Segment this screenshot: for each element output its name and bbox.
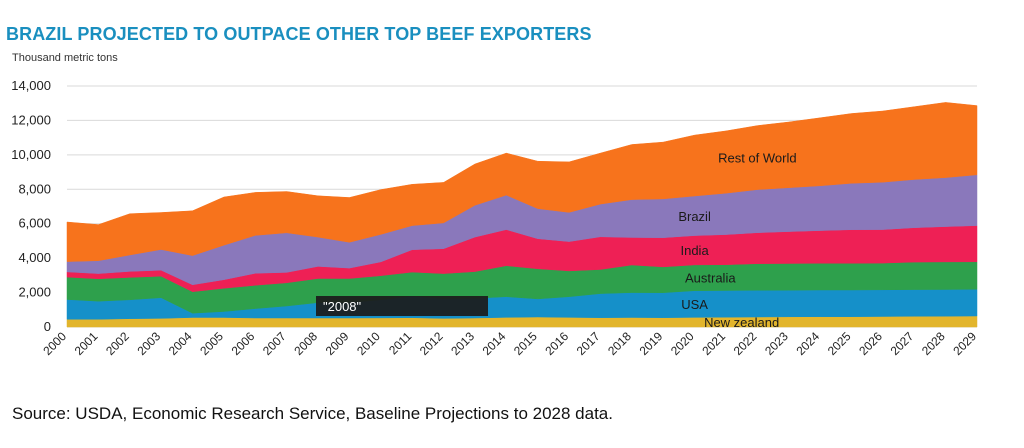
tooltip-box bbox=[316, 296, 488, 316]
area-rest-of-world bbox=[66, 102, 978, 262]
y-tick-label: 0 bbox=[44, 319, 51, 334]
x-tick-label: 2028 bbox=[919, 329, 948, 358]
tooltip-text: "2008" bbox=[323, 299, 362, 314]
series-label-india: India bbox=[680, 243, 709, 258]
x-tick-label: 2023 bbox=[762, 329, 791, 358]
x-tick-label: 2007 bbox=[260, 329, 289, 358]
x-tick-label: 2003 bbox=[134, 329, 163, 358]
y-axis-unit-label: Thousand metric tons bbox=[12, 52, 118, 64]
x-tick-label: 2005 bbox=[197, 329, 226, 358]
x-tick-label: 2014 bbox=[480, 329, 509, 358]
series-label-usa: USA bbox=[681, 297, 708, 312]
x-tick-label: 2010 bbox=[354, 329, 383, 358]
x-tick-label: 2013 bbox=[448, 329, 477, 358]
y-tick-label: 8,000 bbox=[18, 181, 51, 196]
x-tick-label: 2018 bbox=[605, 329, 634, 358]
chart-title: BRAZIL PROJECTED TO OUTPACE OTHER TOP BE… bbox=[6, 24, 592, 44]
x-tick-label: 2016 bbox=[542, 329, 571, 358]
series-label-australia: Australia bbox=[685, 271, 736, 286]
series-labels: New zealand USA Australia India Brazil Rest o… bbox=[678, 151, 796, 330]
y-axis-ticks: 0 2,000 4,000 6,000 8,000 10,000 12,000 14,000 bbox=[11, 78, 51, 334]
x-tick-label: 2027 bbox=[888, 329, 917, 358]
series-label-rest-of-world: Rest of World bbox=[718, 151, 797, 166]
stacked-area-chart: 02,0004,0006,0008,00010,00012,00014,000 … bbox=[11, 78, 979, 358]
x-tick-label: 2001 bbox=[72, 329, 101, 358]
x-tick-label: 2011 bbox=[386, 329, 414, 357]
x-tick-label: 2026 bbox=[856, 329, 885, 358]
x-tick-label: 2020 bbox=[668, 329, 697, 358]
x-tick-label: 2029 bbox=[950, 329, 979, 358]
y-tick-label: 4,000 bbox=[18, 250, 51, 265]
hover-tooltip: "2008" bbox=[316, 296, 488, 316]
x-axis-ticks: 2000 2001 2002 2003 2004 2005 2006 2007 2008 2009… bbox=[40, 329, 979, 358]
y-tick-label: 14,000 bbox=[11, 78, 51, 93]
x-tick-label: 2017 bbox=[574, 329, 603, 358]
x-tick-label: 2012 bbox=[417, 329, 446, 358]
series-label-new-zealand: New zealand bbox=[704, 315, 779, 330]
series-label-brazil: Brazil bbox=[678, 209, 711, 224]
y-tick-label: 12,000 bbox=[11, 112, 51, 127]
x-tick-label: 2021 bbox=[699, 329, 728, 358]
x-tick-label: 2002 bbox=[103, 329, 132, 358]
x-tick-label: 2009 bbox=[323, 329, 352, 358]
y-tick-label: 10,000 bbox=[11, 147, 51, 162]
source-note: Source: USDA, Economic Research Service,… bbox=[12, 404, 613, 423]
y-tick-label: 6,000 bbox=[18, 216, 51, 231]
x-tick-label: 2006 bbox=[229, 329, 258, 358]
x-tick-label: 2015 bbox=[511, 329, 540, 358]
x-tick-label: 2019 bbox=[637, 329, 666, 358]
x-tick-label: 2008 bbox=[291, 329, 320, 358]
x-tick-label: 2024 bbox=[793, 329, 822, 358]
x-tick-label: 2025 bbox=[825, 329, 854, 358]
y-tick-label: 2,000 bbox=[18, 285, 51, 300]
series-areas bbox=[66, 102, 978, 328]
x-tick-label: 2022 bbox=[731, 329, 760, 358]
x-tick-label: 2004 bbox=[166, 329, 195, 358]
